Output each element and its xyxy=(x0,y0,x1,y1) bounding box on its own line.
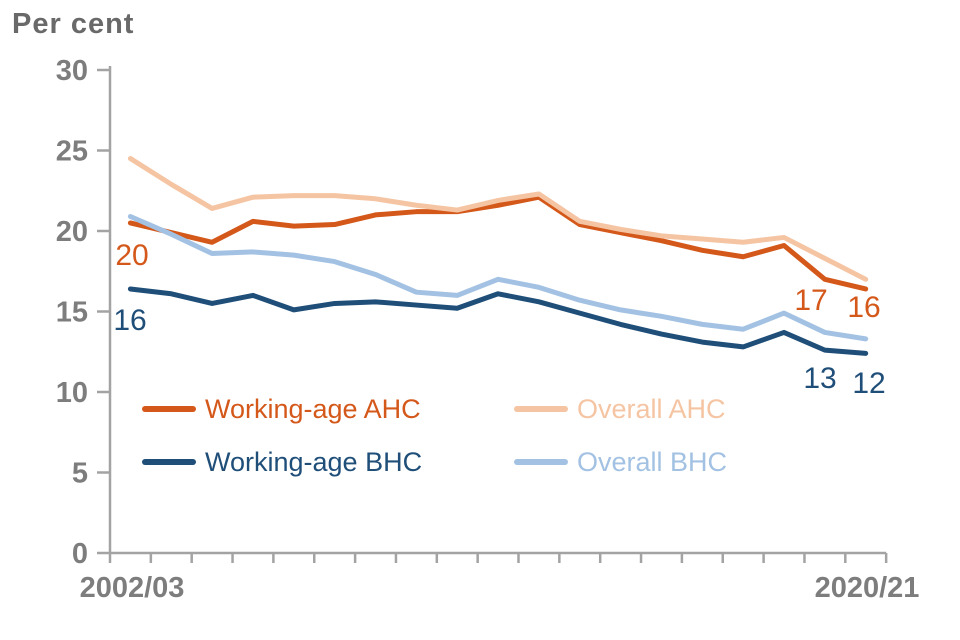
series-lines xyxy=(127,156,869,356)
x-axis-labels: 2002/03 2020/21 xyxy=(80,572,920,604)
legend-swatch-overall-bhc xyxy=(514,459,568,465)
legend-item-working-age-bhc: Working-age BHC xyxy=(142,445,422,479)
legend-item-working-age-ahc: Working-age AHC xyxy=(142,392,421,426)
legend-swatch-working-age-bhc xyxy=(142,459,196,465)
legend-item-overall-ahc: Overall AHC xyxy=(514,392,726,426)
y-tick-label: 5 xyxy=(72,458,88,490)
data-label-start-wa-bhc: 16 xyxy=(113,304,146,337)
legend-swatch-working-age-ahc xyxy=(142,406,196,412)
data-label-start-wa-ahc: 20 xyxy=(115,239,148,272)
series-line-overall-ahc xyxy=(127,156,869,282)
y-tick-label: 30 xyxy=(56,55,88,87)
axes xyxy=(97,66,888,563)
legend-label: Overall BHC xyxy=(577,446,728,477)
data-label-end-overall-ahc: 17 xyxy=(794,284,827,317)
y-axis-labels: 30 25 20 15 10 5 0 xyxy=(56,55,88,570)
y-tick-label: 15 xyxy=(56,297,88,329)
series-line-working-age-ahc xyxy=(127,194,869,292)
data-labels: 20 16 17 16 13 12 xyxy=(113,239,885,400)
series-line-overall-bhc xyxy=(127,214,869,342)
y-tick-label: 0 xyxy=(72,538,88,570)
y-tick-label: 20 xyxy=(56,216,88,248)
data-label-end-wa-ahc: 16 xyxy=(847,291,880,324)
legend-item-overall-bhc: Overall BHC xyxy=(514,445,727,479)
y-tick-label: 10 xyxy=(56,377,88,409)
x-axis-label-last: 2020/21 xyxy=(815,572,920,604)
legend-label: Working-age BHC xyxy=(205,446,423,477)
data-label-end-wa-bhc: 12 xyxy=(852,367,885,400)
y-tick-label: 25 xyxy=(56,136,88,168)
page-title: Per cent xyxy=(12,8,135,40)
data-label-end-overall-bhc: 13 xyxy=(803,362,836,395)
legend-swatch-overall-ahc xyxy=(514,406,568,412)
x-axis-label-first: 2002/03 xyxy=(80,572,185,604)
series-line-working-age-bhc xyxy=(127,286,869,356)
legend-label: Overall AHC xyxy=(577,393,726,424)
legend-label: Working-age AHC xyxy=(205,393,421,424)
